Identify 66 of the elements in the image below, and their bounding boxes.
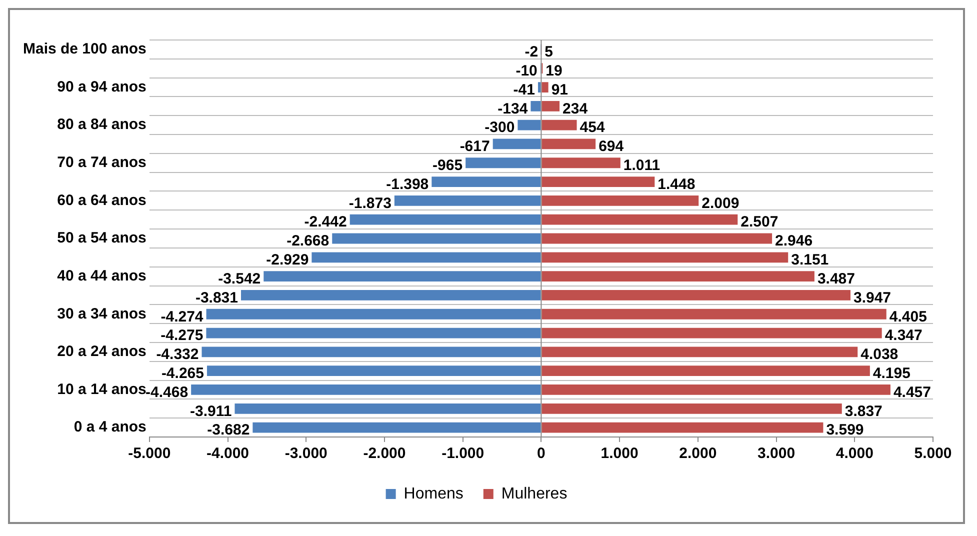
data-label: 4.347	[884, 327, 922, 344]
data-label: -1.873	[348, 194, 392, 212]
data-label: -10	[516, 62, 538, 80]
y-tick-label: 0 a 4 anos	[74, 418, 146, 436]
data-label: 1.011	[623, 157, 660, 174]
data-label: -3.542	[218, 270, 261, 288]
data-label: 3.487	[817, 270, 855, 288]
y-tick-label: 20 a 24 anos	[57, 343, 146, 360]
data-label: 2.009	[702, 194, 740, 212]
data-label: -41	[513, 81, 535, 98]
data-label: 2.946	[775, 232, 813, 250]
x-tick-label: 5.000	[914, 445, 952, 462]
data-label: 4.195	[872, 364, 910, 382]
y-tick-label: 30 a 34 anos	[57, 305, 146, 322]
data-label: 4.457	[893, 384, 931, 401]
data-label: -617	[460, 138, 490, 156]
x-tick-label: 1.000	[600, 445, 638, 462]
data-label: -4.265	[161, 364, 204, 382]
data-label: -2.668	[286, 232, 330, 250]
data-label: 2.507	[740, 214, 778, 231]
y-tick-label: 80 a 84 anos	[57, 116, 146, 134]
data-label: 454	[580, 119, 606, 136]
y-tick-label: 60 a 64 anos	[57, 192, 146, 209]
data-label: -4.274	[160, 308, 204, 326]
data-label: -4.468	[146, 384, 188, 401]
data-label: -3.682	[207, 422, 250, 439]
y-tick-label: 10 a 14 anos	[57, 380, 146, 398]
data-label: -2	[524, 44, 538, 61]
x-tick-label: 3.000	[758, 445, 796, 462]
x-tick-label: 4.000	[836, 445, 874, 462]
data-label: -1.398	[386, 176, 429, 193]
data-label: 4.038	[860, 346, 898, 364]
x-tick-label: -1.000	[442, 445, 484, 462]
data-label: 5	[544, 44, 553, 61]
x-tick-label: -3.000	[284, 445, 328, 462]
data-label: 19	[546, 62, 562, 80]
data-label: -300	[484, 119, 515, 136]
data-label: 3.599	[826, 422, 864, 439]
x-tick-label: -2.000	[363, 445, 406, 462]
x-tick-label: -4.000	[206, 445, 250, 462]
y-tick-label: 70 a 74 anos	[57, 154, 146, 172]
data-label: 234	[562, 100, 588, 118]
data-label: -4.332	[156, 346, 199, 364]
data-label: 3.837	[844, 402, 882, 420]
y-tick-label: 90 a 94 anos	[57, 78, 146, 96]
legend-label: Mulheres	[501, 485, 568, 502]
data-label: -2.929	[266, 252, 309, 269]
data-label: -3.911	[190, 402, 232, 420]
y-tick-label: 40 a 44 anos	[57, 267, 146, 284]
data-label: 3.151	[791, 252, 829, 269]
data-label: 91	[551, 81, 568, 98]
data-label: 1.448	[658, 176, 696, 193]
data-label: -4.275	[160, 327, 204, 344]
data-label: 3.947	[853, 289, 892, 306]
data-label: -134	[498, 100, 528, 118]
data-label: -2.442	[304, 214, 347, 231]
data-label: -3.831	[195, 289, 238, 306]
y-tick-label: Mais de 100 anos	[22, 40, 146, 58]
x-tick-label: 0	[537, 445, 546, 462]
y-tick-label: 50 a 54 anos	[57, 230, 146, 247]
x-tick-label: 2.000	[679, 445, 717, 462]
x-tick-label: -5.000	[128, 445, 171, 462]
data-label: 694	[598, 138, 624, 156]
legend-label: Homens	[404, 485, 464, 502]
data-label: 4.405	[889, 308, 927, 326]
data-label: -965	[432, 157, 463, 174]
